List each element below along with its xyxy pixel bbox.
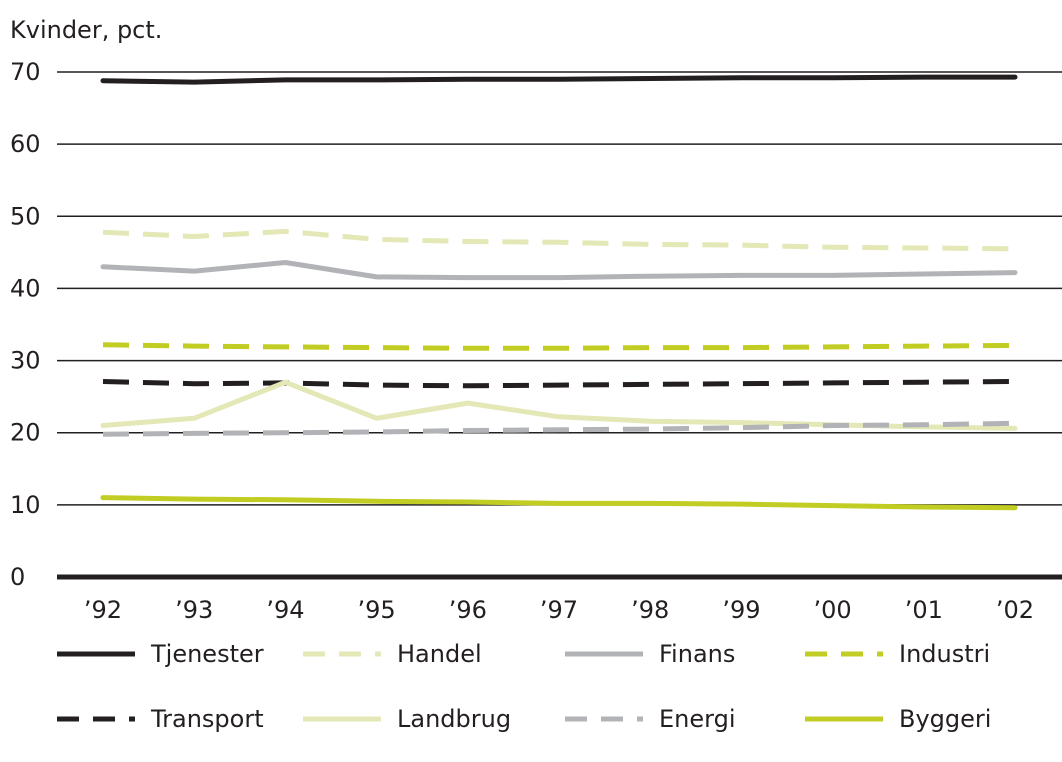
legend: Tjenester Handel Finans Industri Transport La… bbox=[57, 640, 991, 733]
legend-item-industri: Industri bbox=[805, 640, 990, 668]
x-tick-label: ’95 bbox=[358, 596, 396, 624]
y-tick-label: 10 bbox=[10, 491, 41, 519]
x-tick-label: ’93 bbox=[175, 596, 213, 624]
series-line-handel bbox=[102, 228, 1016, 252]
y-tick-label: 60 bbox=[10, 130, 41, 158]
series-line-landbrug bbox=[100, 379, 1018, 431]
y-tick-label: 20 bbox=[10, 419, 41, 447]
series-line-energi bbox=[102, 420, 1016, 437]
y-tick-label: 70 bbox=[10, 58, 41, 86]
y-tick-label: 40 bbox=[10, 274, 41, 302]
legend-item-transport: Transport bbox=[57, 705, 264, 733]
series-line-tjenester bbox=[100, 74, 1018, 85]
legend-item-byggeri: Byggeri bbox=[805, 705, 991, 733]
x-tick-label: ’96 bbox=[449, 596, 487, 624]
series-line-transport bbox=[102, 379, 1016, 389]
x-tick-label: ’00 bbox=[814, 596, 852, 624]
legend-item-finans: Finans bbox=[565, 640, 735, 668]
series-line-byggeri bbox=[100, 495, 1018, 511]
legend-label: Landbrug bbox=[397, 705, 511, 733]
x-tick-label: ’92 bbox=[84, 596, 122, 624]
y-tick-label: 30 bbox=[10, 347, 41, 375]
legend-item-landbrug: Landbrug bbox=[303, 705, 511, 733]
x-tick-label: ’98 bbox=[631, 596, 669, 624]
x-tick-label: ’94 bbox=[266, 596, 304, 624]
legend-label: Tjenester bbox=[150, 640, 264, 668]
legend-label: Handel bbox=[397, 640, 482, 668]
x-tick-label: ’01 bbox=[905, 596, 943, 624]
x-tick-label: ’02 bbox=[996, 596, 1034, 624]
legend-label: Finans bbox=[659, 640, 735, 668]
legend-label: Energi bbox=[659, 705, 736, 733]
legend-item-energi: Energi bbox=[565, 705, 736, 733]
legend-label: Industri bbox=[899, 640, 990, 668]
legend-label: Transport bbox=[150, 705, 264, 733]
y-tick-label: 0 bbox=[10, 563, 25, 591]
y-tick-labels: 0 10 20 30 40 50 60 70 bbox=[10, 58, 41, 591]
legend-item-tjenester: Tjenester bbox=[57, 640, 264, 668]
series-line-finans bbox=[100, 260, 1018, 281]
x-tick-label: ’99 bbox=[722, 596, 760, 624]
y-axis-label: Kvinder, pct. bbox=[10, 16, 162, 44]
x-tick-label: ’97 bbox=[540, 596, 578, 624]
legend-label: Byggeri bbox=[899, 705, 991, 733]
series-lines bbox=[100, 74, 1018, 511]
legend-item-handel: Handel bbox=[303, 640, 482, 668]
x-tick-labels: ’92 ’93 ’94 ’95 ’96 ’97 ’98 ’99 ’00 ’01 ’02 bbox=[84, 596, 1034, 624]
y-tick-label: 50 bbox=[10, 202, 41, 230]
series-line-industri bbox=[102, 342, 1016, 351]
